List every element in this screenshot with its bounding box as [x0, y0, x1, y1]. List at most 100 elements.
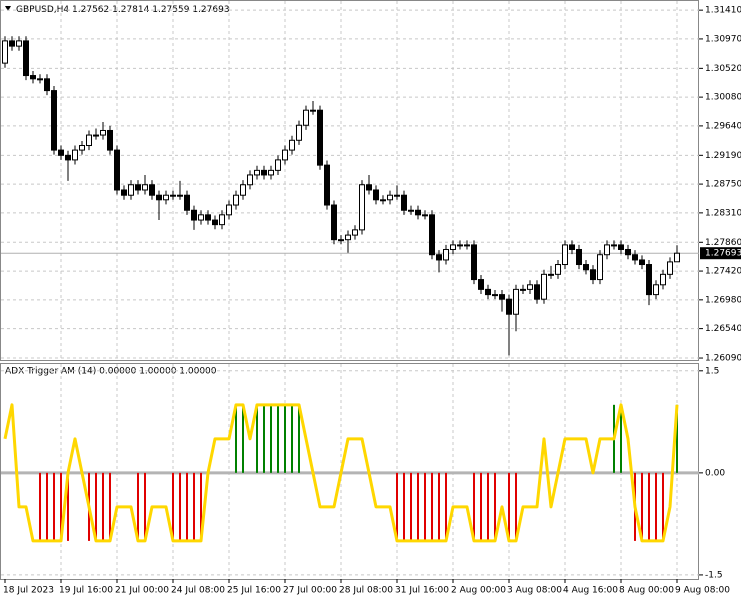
candle-body [135, 184, 141, 191]
candle-body [30, 75, 36, 80]
y-tick-label: 1.27420 [705, 267, 741, 277]
candle-body [170, 194, 176, 197]
x-tick-label: 19 Jul 16:00 [59, 586, 113, 596]
candle-body [450, 244, 456, 250]
candle-body [464, 244, 470, 247]
candle-body [212, 219, 218, 226]
y-tick-label: 1.30520 [705, 64, 741, 74]
open-value: 1.27562 [72, 5, 109, 15]
candle-body [282, 149, 288, 161]
candle-body [569, 244, 575, 250]
candle-body [142, 184, 148, 191]
candle-body [261, 169, 267, 176]
candle-body [625, 248, 631, 256]
candle-body [534, 284, 540, 300]
candle-body [429, 214, 435, 256]
candle-body [128, 184, 134, 196]
candle-body [198, 214, 204, 221]
candle-body [9, 40, 15, 47]
x-tick-label: 27 Jul 00:00 [283, 586, 337, 596]
high-value: 1.27814 [112, 5, 149, 15]
y-tick-label: 1.27860 [705, 238, 741, 248]
candle-body [618, 244, 624, 250]
candle-body [163, 194, 169, 201]
candle-body [65, 154, 71, 161]
candle-body [72, 149, 78, 161]
symbol: GBPUSD,H4 [16, 5, 69, 15]
candle-body [590, 269, 596, 281]
y-tick-label: 1.29190 [705, 151, 741, 161]
candle-body [184, 194, 190, 211]
candle-body [443, 248, 449, 261]
candle-body [16, 40, 22, 47]
candle-body [93, 134, 99, 137]
candle-body [506, 298, 512, 315]
indicator-line [3, 403, 679, 543]
candle-body [485, 288, 491, 296]
candle-body [653, 284, 659, 296]
y-tick-label: 1.26980 [705, 295, 741, 305]
candle-body [408, 209, 414, 212]
y-tick-label: 1.28310 [705, 208, 741, 218]
y-tick-label: 1.28750 [705, 180, 741, 190]
candle-body [499, 294, 505, 300]
chart-header: GBPUSD,H4 1.27562 1.27814 1.27559 1.2769… [16, 5, 230, 15]
candle-body [205, 214, 211, 221]
candle-body [604, 244, 610, 256]
candle-body [373, 189, 379, 201]
candle-body [114, 149, 120, 191]
indicator-header: ADX Trigger AM (14) 0.00000 1.00000 1.00… [5, 367, 217, 377]
y-tick-label: 0.00 [705, 468, 725, 478]
candle-body [23, 40, 29, 77]
candle-body [583, 264, 589, 271]
candle-body [366, 184, 372, 191]
candle-body [394, 194, 400, 197]
candle-body [156, 194, 162, 201]
last-price-label: 1.27693 [705, 249, 741, 259]
candle-body [268, 169, 274, 176]
candle-body [317, 109, 323, 166]
candle-body [331, 204, 337, 241]
candle-body [86, 134, 92, 147]
candle-body [352, 229, 358, 236]
candle-body [345, 234, 351, 241]
candle-body [51, 90, 57, 151]
x-tick-label: 8 Aug 00:00 [619, 586, 674, 596]
candle-body [415, 209, 421, 216]
header-arrow [5, 6, 11, 11]
candle-body [219, 214, 225, 226]
candle-body [240, 184, 246, 196]
candle-body [324, 164, 330, 206]
candle-body [296, 124, 302, 141]
candle-body [513, 288, 519, 315]
candle-body [254, 169, 260, 176]
candle-body [611, 244, 617, 247]
candle-body [289, 139, 295, 151]
x-tick-label: 21 Jul 00:00 [115, 586, 169, 596]
candle-body [310, 109, 316, 112]
candle-body [632, 254, 638, 261]
candle-body [478, 279, 484, 290]
candle-body [520, 288, 526, 291]
x-tick-label: 28 Jul 08:00 [339, 586, 393, 596]
candle-body [149, 184, 155, 196]
candle-body [646, 264, 652, 296]
candle-body [247, 174, 253, 186]
candle-body [597, 254, 603, 281]
candle-body [562, 244, 568, 266]
y-tick-label: 1.30080 [705, 93, 741, 103]
x-tick-label: 25 Jul 16:00 [227, 586, 281, 596]
candle-body [100, 129, 106, 136]
candle-body [639, 259, 645, 266]
candle-body [44, 78, 50, 92]
x-tick-label: 18 Jul 2023 [3, 586, 54, 596]
candle-body [58, 149, 64, 156]
y-tick-label: -1.5 [705, 570, 723, 580]
candle-body [576, 248, 582, 266]
candle-body [471, 244, 477, 281]
candle-body [380, 199, 386, 202]
candle-body [555, 264, 561, 275]
x-tick-label: 24 Jul 08:00 [171, 586, 225, 596]
candle-body [422, 214, 428, 217]
